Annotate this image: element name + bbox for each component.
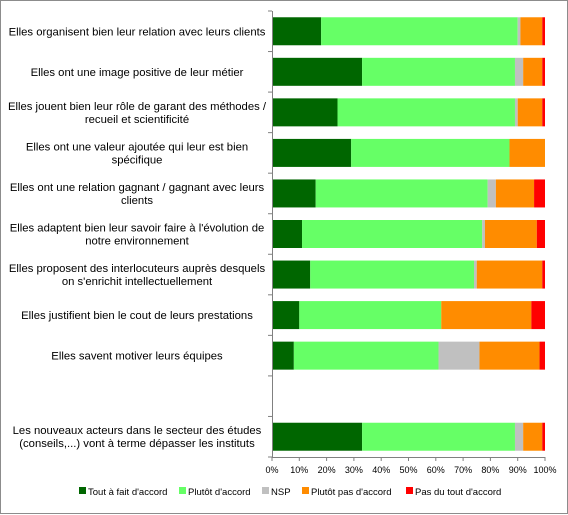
bar-segment — [315, 179, 488, 208]
bar-segment — [509, 138, 545, 167]
category-label: Elles savent motiver leurs équipes — [51, 351, 223, 363]
category-label: Elles justifient bien le cout de leurs p… — [21, 310, 253, 322]
bar-segment — [272, 138, 352, 167]
bar-segment — [542, 17, 545, 46]
bar-segment — [487, 179, 496, 208]
bar-segment — [351, 138, 510, 167]
category-labels: Elles organisent bien leur relation avec… — [8, 26, 267, 450]
bar-segment — [495, 179, 535, 208]
category-label: Elles proposent des interlocuteurs auprè… — [9, 263, 266, 288]
legend-swatch — [79, 487, 86, 494]
legend-item: Plutôt pas d'accord — [302, 487, 392, 498]
bar-segment — [362, 57, 515, 86]
category-label: Elles ont une relation gagnant / gagnant… — [10, 182, 265, 207]
bar-segment — [514, 57, 524, 86]
x-tick-label: 50% — [399, 465, 417, 475]
legend-swatch — [179, 487, 186, 494]
legend-swatch — [302, 487, 309, 494]
bar-segment — [479, 341, 540, 370]
x-tick-label: 60% — [427, 465, 445, 475]
bar-segment — [517, 17, 521, 46]
bar-segment — [482, 220, 485, 248]
bar-segment — [534, 179, 545, 208]
bar-segment — [310, 260, 475, 289]
bar-segment — [514, 422, 524, 451]
bar-segment — [299, 301, 442, 330]
legend: Tout à fait d'accord Plutôt d'accord NSP Pl… — [79, 487, 501, 498]
bar-segment — [517, 98, 543, 127]
legend-swatch — [406, 487, 413, 494]
x-tick-label: 10% — [290, 465, 308, 475]
bar-segment — [438, 341, 480, 370]
bar-segment — [272, 57, 363, 86]
bar-segment — [362, 422, 515, 451]
bar-segment — [542, 57, 545, 86]
category-label: Elles organisent bien leur relation avec… — [9, 26, 266, 38]
bar-segment — [476, 260, 543, 289]
category-label: Elles jouent bien leur rôle de garant de… — [8, 101, 267, 126]
bars-layer — [272, 17, 545, 451]
bar-segment — [542, 260, 545, 289]
category-label: Elles ont une valeur ajoutée qui leur es… — [26, 141, 248, 166]
bar-segment — [272, 341, 294, 370]
bar-segment — [542, 98, 545, 127]
x-tick-label: 0% — [265, 465, 278, 475]
bar-segment — [272, 17, 322, 46]
bar-segment — [272, 179, 316, 208]
legend-item: Pas du tout d'accord — [406, 487, 501, 498]
bar-segment — [337, 98, 515, 127]
legend-item: NSP — [262, 487, 291, 498]
x-tick-label: 80% — [481, 465, 499, 475]
axes-layer — [268, 10, 546, 461]
legend-label: Tout à fait d'accord — [88, 487, 167, 498]
bar-segment — [302, 220, 483, 248]
x-tick-label: 30% — [345, 465, 363, 475]
x-tick-label: 40% — [372, 465, 390, 475]
bar-segment — [272, 98, 338, 127]
category-label: Elles adaptent bien leur savoir faire à … — [10, 223, 265, 248]
bar-segment — [272, 422, 363, 451]
legend-swatch — [262, 487, 269, 494]
category-label: Elles ont une image positive de leur mét… — [31, 67, 244, 79]
legend-label: Plutôt d'accord — [188, 487, 251, 498]
bar-segment — [474, 260, 477, 289]
bar-segment — [523, 422, 543, 451]
bar-segment — [523, 57, 543, 86]
bar-segment — [484, 220, 537, 248]
bar-segment — [520, 17, 543, 46]
legend-item: Plutôt d'accord — [179, 487, 251, 498]
bar-segment — [514, 98, 518, 127]
bar-segment — [441, 301, 532, 330]
legend-label: NSP — [271, 487, 291, 498]
legend-label: Plutôt pas d'accord — [311, 487, 392, 498]
bar-segment — [531, 301, 545, 330]
legend-label: Pas du tout d'accord — [415, 487, 501, 498]
bar-segment — [321, 17, 518, 46]
bar-segment — [293, 341, 439, 370]
x-tick-label: 70% — [454, 465, 472, 475]
x-tick-label: 100% — [533, 465, 556, 475]
bar-segment — [272, 301, 300, 330]
category-label: Les nouveaux acteurs dans le secteur des… — [13, 425, 262, 450]
bar-segment — [542, 422, 545, 451]
bar-segment — [539, 341, 545, 370]
x-tick-labels: 0% 10% 20% 30% 40% 50% 60% 70% 80% 90% 100% — [265, 465, 556, 475]
bar-segment — [272, 220, 303, 248]
x-tick-label: 90% — [509, 465, 527, 475]
bar-segment — [536, 220, 545, 248]
bar-segment — [272, 260, 311, 289]
x-tick-label: 20% — [318, 465, 336, 475]
legend-item: Tout à fait d'accord — [79, 487, 167, 498]
